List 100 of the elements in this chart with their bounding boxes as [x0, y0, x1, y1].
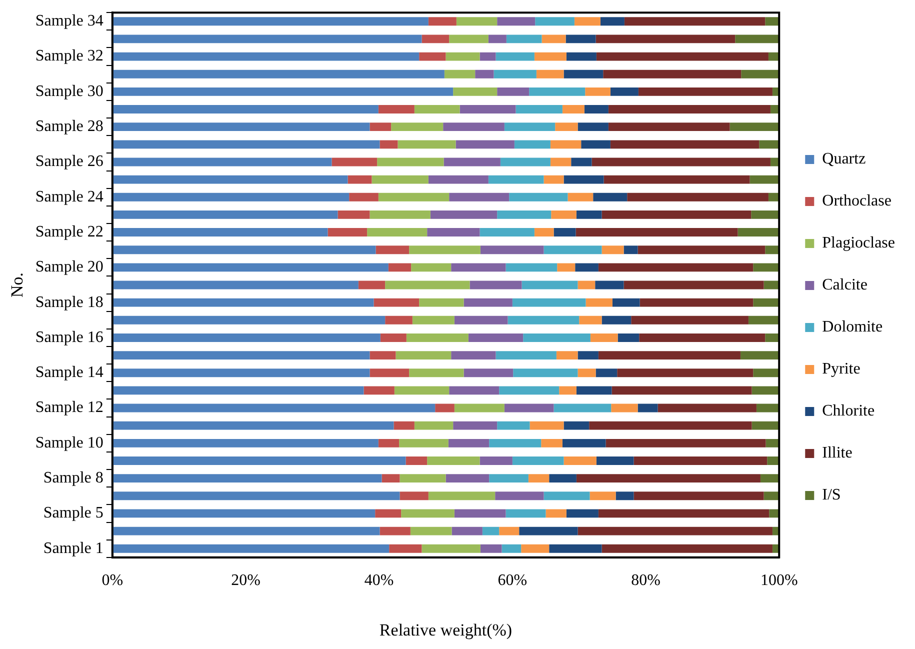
bar [602, 210, 752, 219]
bar [753, 298, 780, 307]
bar [468, 334, 524, 342]
bar [401, 509, 454, 518]
legend-label: Calcite [822, 276, 868, 294]
bar [768, 192, 780, 202]
bar [564, 175, 604, 184]
bar [385, 316, 412, 324]
bar [391, 122, 444, 132]
bar [489, 438, 542, 448]
bar [534, 228, 554, 236]
bar [598, 263, 754, 272]
bar [112, 298, 374, 307]
bar [396, 351, 452, 360]
bar [756, 404, 780, 412]
y-tick-label: Sample 5 [43, 504, 104, 522]
bar [564, 421, 590, 430]
bar [528, 474, 550, 483]
bar [338, 210, 370, 219]
bar [752, 386, 780, 395]
x-tick-label: 40% [364, 572, 394, 590]
bar [590, 492, 616, 500]
bar [380, 526, 410, 536]
bar [640, 298, 754, 307]
bar [496, 351, 556, 360]
bar [617, 368, 754, 378]
legend-label: Dolomite [822, 318, 883, 336]
bar [112, 368, 370, 378]
bar [367, 228, 428, 236]
bar [349, 192, 378, 202]
bar [598, 509, 770, 518]
bar [452, 526, 482, 536]
bar [512, 456, 564, 465]
bar [480, 456, 512, 465]
bar [584, 105, 608, 114]
bar [406, 334, 468, 342]
bar [544, 175, 564, 184]
bar [409, 246, 480, 254]
bar [578, 526, 772, 536]
y-tick-label: Sample 24 [35, 188, 104, 206]
bar [596, 456, 634, 465]
bar [618, 334, 640, 342]
bar [112, 34, 422, 44]
bar [576, 474, 760, 483]
bar [504, 404, 554, 412]
bar [488, 34, 506, 44]
bar [411, 263, 452, 272]
y-axis-title: No. [8, 272, 27, 298]
bar [522, 280, 578, 290]
bar [738, 228, 780, 236]
bar [451, 351, 496, 360]
bar [600, 17, 624, 26]
bar [112, 492, 400, 500]
bar [443, 122, 504, 132]
bar [446, 52, 480, 61]
bar [549, 474, 576, 483]
bar [454, 316, 508, 324]
bar [489, 474, 528, 483]
bar [562, 105, 584, 114]
bar [449, 386, 500, 395]
bar [624, 280, 764, 290]
bar [519, 526, 578, 536]
bar [398, 140, 456, 149]
legend-label: Pyrite [822, 360, 860, 378]
bar [542, 34, 566, 44]
x-tick-label: 20% [231, 572, 260, 590]
y-tick-label: Sample 1 [43, 540, 104, 557]
bar [449, 192, 510, 202]
bar [627, 192, 768, 202]
bar [596, 34, 736, 44]
bar [112, 70, 444, 78]
bar [612, 298, 640, 307]
bar [382, 474, 400, 483]
x-tick-label: 100% [760, 572, 798, 590]
bar [575, 263, 598, 272]
bar [428, 175, 488, 184]
bar [530, 421, 564, 430]
bar [596, 368, 618, 378]
bar [376, 246, 410, 254]
bar [634, 456, 768, 465]
legend-label: Orthoclase [822, 192, 892, 210]
bar [430, 210, 498, 219]
bar [566, 52, 596, 61]
bar [502, 544, 522, 553]
bar [464, 298, 512, 307]
bar [512, 298, 586, 307]
bar [760, 474, 780, 483]
bar [574, 17, 600, 26]
bar [394, 421, 414, 430]
bar [389, 544, 422, 553]
bar [536, 70, 564, 78]
bar [521, 544, 550, 553]
bar [559, 386, 576, 395]
x-tick-label: 0% [102, 572, 124, 590]
bar [550, 158, 572, 166]
bar [446, 474, 490, 483]
bar [554, 228, 576, 236]
bar [451, 263, 506, 272]
bar [765, 334, 780, 342]
bar [598, 351, 740, 360]
